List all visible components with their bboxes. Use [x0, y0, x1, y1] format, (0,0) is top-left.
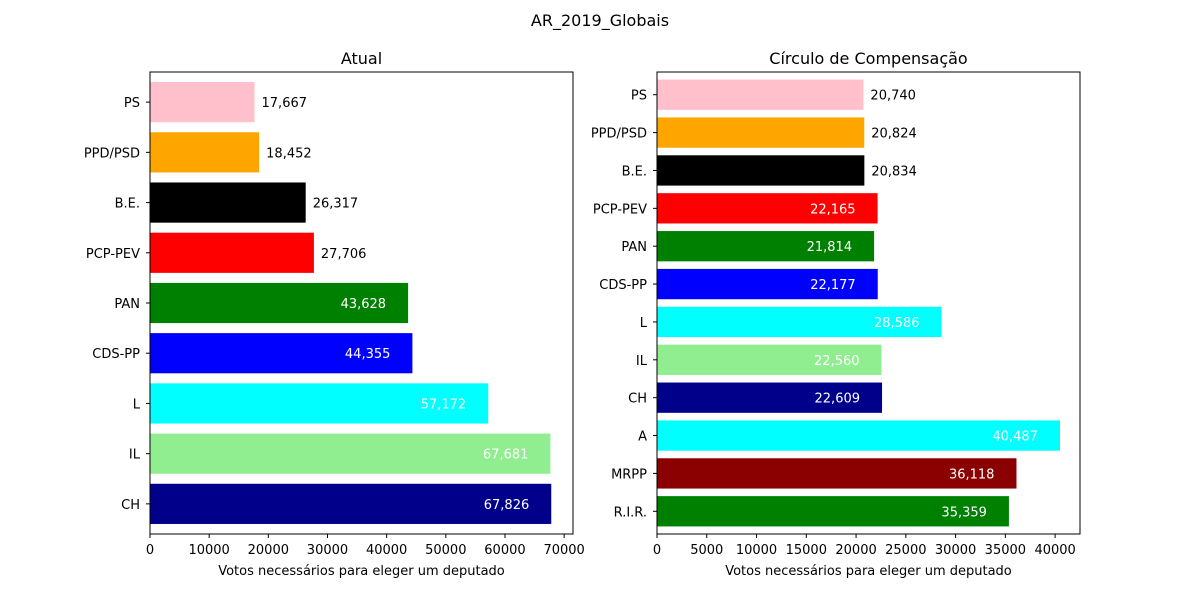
y-tick-label: L	[640, 316, 648, 331]
subplot-title: Círculo de Compensação	[769, 49, 967, 68]
bar-0-7	[150, 433, 551, 474]
y-tick-label: CH	[121, 498, 140, 513]
y-tick-label: CDS-PP	[92, 347, 140, 362]
x-tick-label: 20000	[248, 543, 289, 558]
y-tick-label: MRPP	[611, 467, 647, 482]
bar-1-0	[657, 79, 864, 110]
y-tick-label: CH	[628, 392, 647, 407]
x-tick-label: 10000	[188, 543, 229, 558]
x-tick-label: 30000	[307, 543, 348, 558]
bar-0-2	[150, 182, 306, 223]
y-tick-label: CDS-PP	[599, 278, 647, 293]
bar-0-4	[150, 282, 409, 324]
bar-0-1	[150, 132, 260, 173]
x-tick-label: 30000	[935, 543, 976, 558]
y-tick-label: PS	[631, 89, 647, 104]
plot-frame	[656, 71, 1081, 535]
y-tick-label: PCP-PEV	[593, 202, 647, 217]
bar-1-10	[657, 458, 1017, 489]
bar-0-8	[150, 483, 552, 524]
y-tick-label: IL	[636, 354, 648, 369]
bar-value-label: 28,586	[874, 316, 920, 331]
x-axis-label: Votos necessários para eleger um deputad…	[218, 564, 505, 579]
bar-value-label: 20,740	[870, 89, 916, 104]
bar-0-0	[150, 82, 255, 123]
bar-0-5	[150, 333, 413, 374]
x-tick-label: 20000	[835, 543, 876, 558]
y-tick-label: PAN	[621, 240, 647, 255]
bar-value-label: 67,826	[484, 498, 530, 513]
bar-value-label: 57,172	[421, 397, 467, 412]
bar-value-label: 20,824	[871, 127, 917, 142]
bar-value-label: 22,560	[814, 354, 860, 369]
x-tick-label: 40000	[1034, 543, 1075, 558]
bar-value-label: 21,814	[807, 240, 853, 255]
bar-1-4	[657, 231, 875, 262]
bar-value-label: 35,359	[941, 505, 987, 520]
x-tick-label: 70000	[543, 543, 584, 558]
bar-value-label: 22,165	[810, 202, 856, 217]
y-tick-label: PAN	[114, 297, 140, 312]
bar-value-label: 43,628	[341, 297, 387, 312]
bar-value-label: 18,452	[266, 146, 312, 161]
y-tick-label: B.E.	[115, 197, 140, 212]
bar-value-label: 67,681	[483, 448, 529, 463]
x-tick-label: 10000	[736, 543, 777, 558]
bar-1-3	[657, 193, 878, 224]
bar-1-2	[657, 155, 865, 186]
bar-1-5	[657, 268, 878, 300]
x-tick-label: 60000	[484, 543, 525, 558]
x-tick-label: 50000	[425, 543, 466, 558]
y-tick-label: PPD/PSD	[84, 146, 140, 161]
y-tick-label: PCP-PEV	[86, 247, 140, 262]
x-tick-label: 5000	[690, 543, 723, 558]
y-tick-label: IL	[129, 448, 141, 463]
bar-value-label: 22,609	[815, 392, 861, 407]
figure-title: AR_2019_Globais	[531, 11, 669, 31]
bar-value-label: 20,834	[871, 164, 917, 179]
bar-1-6	[657, 306, 942, 338]
x-tick-label: 25000	[885, 543, 926, 558]
bar-value-label: 22,177	[810, 278, 856, 293]
y-tick-label: PPD/PSD	[591, 127, 647, 142]
bar-1-1	[657, 117, 865, 148]
y-tick-label: R.I.R.	[614, 505, 647, 520]
bar-1-11	[657, 496, 1009, 527]
bar-0-6	[150, 383, 489, 424]
bar-value-label: 27,706	[321, 247, 367, 262]
x-tick-label: 40000	[366, 543, 407, 558]
y-tick-label: L	[133, 397, 141, 412]
subplot-title: Atual	[341, 49, 382, 68]
bar-1-9	[657, 420, 1060, 451]
bar-value-label: 40,487	[992, 430, 1038, 445]
x-tick-label: 0	[653, 543, 661, 558]
y-tick-label: B.E.	[622, 164, 647, 179]
y-tick-label: A	[638, 430, 647, 445]
x-tick-label: 15000	[786, 543, 827, 558]
x-tick-label: 0	[146, 543, 154, 558]
bar-0-3	[150, 232, 314, 273]
plot-frame	[149, 71, 574, 535]
x-axis-label: Votos necessários para eleger um deputad…	[725, 564, 1012, 579]
bar-1-7	[657, 344, 882, 375]
bar-value-label: 26,317	[313, 197, 359, 212]
bar-value-label: 36,118	[949, 467, 995, 482]
bar-value-label: 17,667	[262, 96, 308, 111]
bar-1-8	[657, 382, 883, 413]
x-tick-label: 35000	[985, 543, 1026, 558]
bar-value-label: 44,355	[345, 347, 391, 362]
y-tick-label: PS	[124, 96, 140, 111]
